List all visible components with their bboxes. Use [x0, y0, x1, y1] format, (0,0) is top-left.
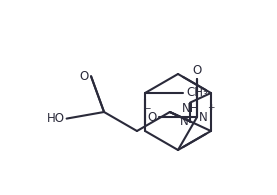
Text: O: O — [80, 70, 89, 83]
Text: N: N — [199, 111, 208, 124]
Text: NH: NH — [182, 103, 199, 115]
Text: O: O — [148, 111, 157, 124]
Text: −: − — [143, 103, 151, 112]
Text: O: O — [192, 64, 202, 77]
Text: N: N — [180, 115, 188, 128]
Text: HO: HO — [47, 112, 65, 125]
Text: +: + — [207, 103, 214, 112]
Text: CH₃: CH₃ — [186, 87, 208, 99]
